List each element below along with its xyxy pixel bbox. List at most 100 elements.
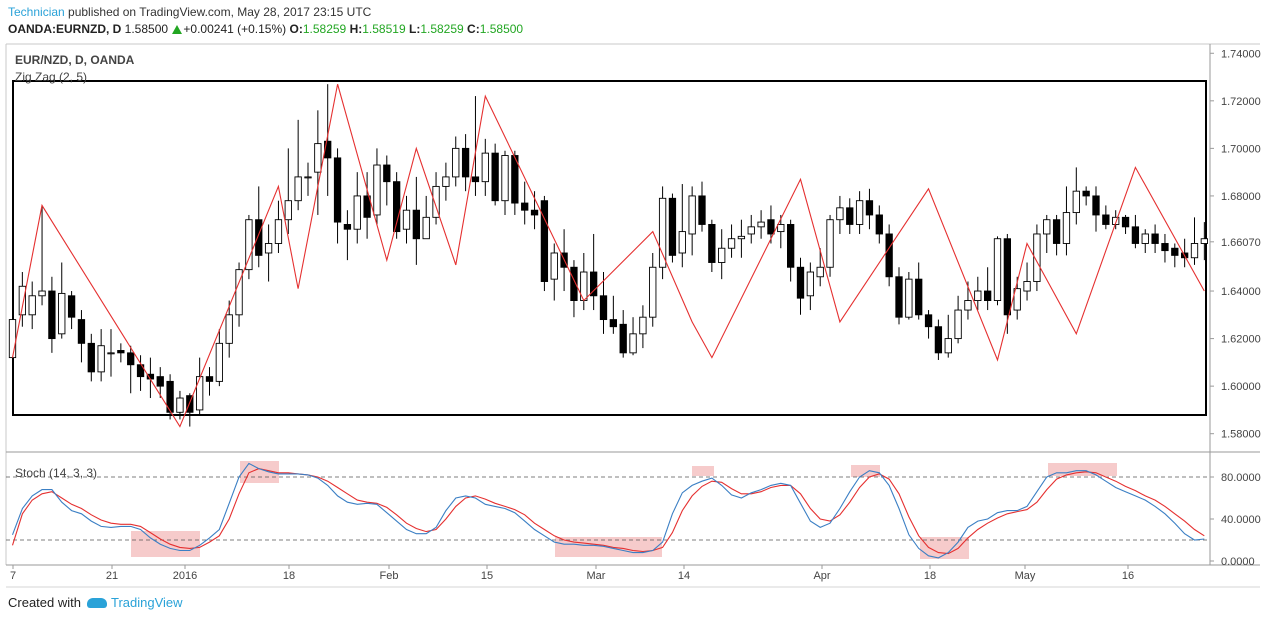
oversold-overbought-highlight — [851, 465, 880, 477]
low-label: L: — [408, 22, 421, 36]
candle-body — [412, 209, 420, 240]
stoch-tick-label: 0.0000 — [1221, 556, 1255, 568]
candle-body — [1092, 195, 1100, 216]
oversold-overbought-highlight — [692, 466, 714, 476]
candle-body — [245, 219, 253, 271]
candle-body — [944, 338, 952, 354]
oversold-overbought-highlight — [1048, 463, 1117, 476]
candle-body — [530, 209, 539, 216]
candle-body — [570, 266, 578, 301]
candle-body — [1171, 247, 1179, 256]
candle-body — [422, 216, 430, 240]
candle-body — [432, 185, 440, 218]
candle-body — [767, 219, 775, 235]
time-tick-label: 7 — [10, 570, 16, 582]
tradingview-brand-link[interactable]: TradingView — [110, 595, 183, 610]
time-tick-label: 18 — [283, 570, 295, 582]
candle-body — [658, 197, 667, 268]
author-link[interactable]: Technician — [8, 5, 65, 19]
candle-body — [48, 290, 56, 340]
published-text: published on TradingView.com, May 28, 20… — [64, 5, 372, 19]
price-tick-label: 1.68000 — [1221, 191, 1261, 203]
candle-body — [757, 221, 765, 228]
candle-body — [550, 252, 558, 280]
footer: Created with TradingView — [8, 595, 183, 610]
candle-body — [540, 200, 549, 282]
candles — [8, 84, 1209, 427]
candle-body — [18, 285, 26, 316]
candle-body — [97, 345, 105, 373]
candle-body — [1161, 243, 1169, 252]
candle-body — [1131, 226, 1140, 244]
candle-body — [984, 290, 992, 301]
time-tick-label: Feb — [380, 570, 399, 582]
candle-body — [905, 278, 913, 318]
candle-body — [511, 155, 519, 204]
price-tick-label: 1.64000 — [1221, 286, 1261, 298]
price-tick-label: 1.66070 — [1221, 237, 1261, 249]
candle-body — [521, 202, 529, 211]
candle-body — [718, 247, 726, 263]
stoch-tick-label: 40.0000 — [1221, 514, 1261, 526]
up-arrow-icon — [172, 25, 183, 34]
candle-body — [1033, 233, 1041, 282]
candle-body — [1023, 281, 1031, 292]
candle-body — [708, 224, 716, 263]
candle-body — [264, 243, 273, 254]
candle-body — [924, 314, 933, 328]
candle-body — [77, 319, 86, 344]
candle-body — [38, 290, 46, 297]
price-tick-label: 1.62000 — [1221, 334, 1261, 346]
price-tick-label: 1.60000 — [1221, 381, 1261, 393]
candle-body — [333, 157, 342, 223]
candle-body — [747, 226, 755, 235]
last-price: 1.58500 — [124, 22, 169, 36]
time-tick-label: 2016 — [173, 570, 197, 582]
candle-body — [885, 233, 893, 278]
candle-body — [678, 231, 686, 254]
candle-body — [501, 155, 509, 202]
candle-body — [402, 209, 411, 230]
candle-body — [87, 342, 95, 373]
publish-info: Technician published on TradingView.com,… — [8, 5, 371, 19]
candle-body — [461, 147, 470, 178]
candle-body — [895, 276, 903, 318]
open-label: O: — [289, 22, 303, 36]
candle-body — [599, 295, 608, 321]
candle-body — [1190, 243, 1199, 259]
candle-body — [255, 219, 263, 256]
candle-body — [284, 200, 292, 221]
candle-body — [314, 143, 322, 173]
candle-body — [727, 238, 736, 249]
price-change: +0.00241 (+0.15%) — [183, 22, 287, 36]
candle-body — [619, 323, 627, 354]
candle-body — [195, 376, 204, 411]
created-with-text: Created with — [8, 595, 81, 610]
candle-body — [1072, 190, 1080, 214]
candle-body — [127, 352, 135, 366]
candle-body — [373, 164, 381, 216]
candle-body — [816, 266, 824, 278]
zigzag-indicator-label: Zig Zag (2, 5) — [15, 70, 88, 84]
high-label: H: — [349, 22, 363, 36]
candle-body — [609, 319, 618, 328]
time-tick-label: 15 — [481, 570, 493, 582]
candle-body — [107, 352, 115, 355]
candle-body — [934, 326, 943, 354]
candle-body — [117, 350, 125, 354]
zigzag-line — [11, 84, 1205, 428]
close-label: C: — [467, 22, 480, 36]
candle-body — [865, 200, 874, 216]
candle-body — [215, 342, 223, 382]
candle-body — [304, 176, 312, 179]
candle-body — [452, 147, 460, 178]
candle-body — [1003, 238, 1012, 316]
candle-body — [846, 207, 854, 225]
candle-body — [205, 376, 214, 382]
candle-body — [915, 278, 923, 316]
candle-body — [1200, 238, 1209, 244]
price-tick-label: 1.74000 — [1221, 48, 1261, 60]
high-value: 1.58519 — [362, 22, 406, 36]
candle-body — [826, 219, 834, 268]
